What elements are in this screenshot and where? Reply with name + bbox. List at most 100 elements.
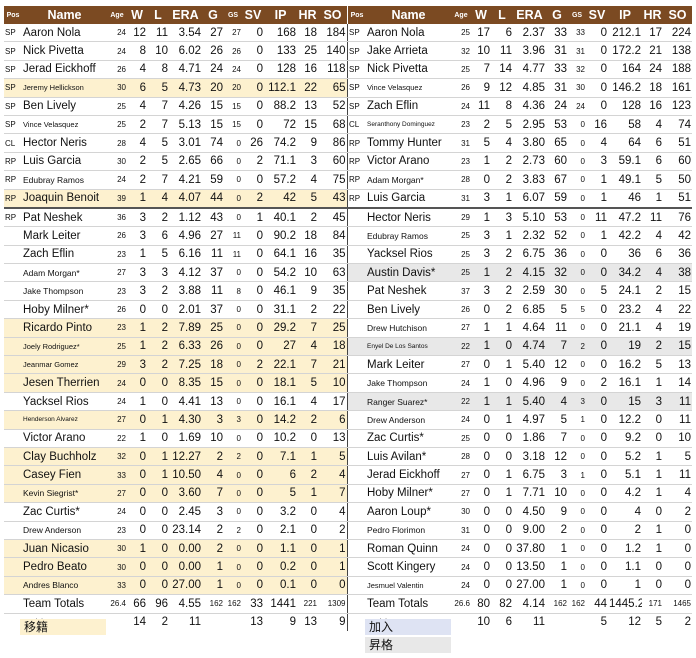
cell-era: 4.96 [169,226,202,246]
cell-hr: 1 [297,484,318,504]
cell-ip: 42 [264,189,297,209]
cell-hr: 0 [297,576,318,596]
cell-so: 45 [318,206,348,228]
cell-ip: 64.1 [264,245,297,265]
cell-l: 2 [491,245,513,265]
right-pitching-table: Pos Name Age W L ERA G GS SV IP HR SO SP Aaron Nola 2… [348,6,692,631]
cell-so: 1 [318,557,348,577]
player-name: Pedro Florimon [366,521,451,540]
cell-hr: 24 [642,60,663,80]
cell-sv: 0 [586,557,608,577]
player-name: Andres Blanco [22,576,107,596]
cell-era: 3.96 [513,41,546,61]
cell-gs: 0 [568,281,586,301]
cell-age: 30 [107,557,127,577]
cell-so: 76 [663,206,692,228]
cell-sv: 0 [586,245,608,265]
cell-age: 33 [107,465,127,485]
cell-hr: 5 [642,170,663,190]
cell-sv: 0 [586,337,608,357]
player-name: Drew Anderson [366,410,451,430]
cell-hr: 16 [642,97,663,116]
cell-ip: 27 [264,337,297,357]
cell-ip: 15 [608,392,642,412]
cell-w: 11 [471,97,491,116]
cell-era: 4.71 [169,60,202,80]
cell-g: 43 [202,206,224,228]
cell-age: 27 [107,410,127,430]
player-name: Aaron Nola [22,24,107,43]
column-header: ERA [169,6,202,24]
table-row: Luis Avilan* 28 0 0 3.18 12 0 0 5.2 1 5 [348,447,692,467]
cell-age: 24 [451,373,471,393]
cell-age: 24 [107,24,127,43]
cell-hr: 1 [642,373,663,393]
totals-label: Team Totals [366,594,451,614]
cell-ip: 46 [608,189,642,209]
column-header: SV [242,6,264,24]
cell-era: 6.33 [169,337,202,357]
table-row: Ricardo Pinto 23 1 2 7.89 25 0 0 29.2 7 25 [4,318,348,338]
cell-so: 4 [318,502,348,522]
cell-pos [4,576,22,596]
cell-era: 13.50 [513,557,546,577]
cell-g: 20 [202,78,224,98]
cell-l: 8 [491,97,513,116]
player-name: Jeanmar Gomez [22,355,107,375]
cell-gs: 0 [568,189,586,209]
cell-so: 161 [663,78,692,98]
table-row: Andres Blanco 33 0 0 27.00 1 0 0 0.1 0 0 [4,576,348,596]
player-name: Zac Curtis* [366,429,451,448]
player-name: Hector Neris [22,133,107,153]
cell-g: 37 [202,263,224,283]
cell-g: 15 [202,97,224,116]
cell-so: 14 [663,373,692,393]
cell-l: 0 [491,521,513,540]
column-header: G [202,6,224,24]
table-row: Scott Kingery 24 0 0 13.50 1 0 0 1.1 0 0 [348,557,692,577]
cell-ip: 12.2 [608,410,642,430]
player-name: Hoby Milner* [22,300,107,320]
cell-gs: 33 [568,24,586,43]
cell-era: 5.13 [169,115,202,135]
cell-hr: 18 [297,24,318,43]
cell-era: 4.50 [513,502,546,522]
cell-so: 123 [663,97,692,116]
cell-sv: 0 [242,539,264,559]
cell-age: 31 [451,133,471,153]
cell-pos [4,539,22,559]
cell-w: 0 [127,576,147,596]
cell-age: 26 [107,60,127,80]
cell-sv: 1 [242,206,264,228]
cell-pos [4,318,22,338]
table-row: Victor Arano 22 1 0 1.69 10 0 0 10.2 0 13 [4,429,348,448]
cell-so: 0 [663,576,692,596]
cell-l: 0 [491,447,513,467]
cell-pos: RP [348,170,366,190]
cell-age: 28 [451,170,471,190]
cell-l: 5 [147,245,169,265]
cell-age: 32 [107,447,127,467]
cell-era: 4.73 [169,78,202,98]
cell-hr: 22 [297,78,318,98]
table-row: Aaron Loup* 30 0 0 4.50 9 0 0 4 0 2 [348,502,692,522]
column-header: IP [608,6,642,24]
cell-gs: 0 [224,152,242,172]
cell-hr: 4 [642,318,663,338]
cell-gs: 2 [224,447,242,467]
cell-l: 2 [147,337,169,357]
cell-hr: 15 [297,115,318,135]
cell-sv: 0 [586,300,608,320]
cell-g: 65 [546,133,568,153]
cell-l: 7 [147,115,169,135]
rank-so: 2 [684,616,691,629]
cell-sv: 0 [242,41,264,61]
cell-era: 7.89 [169,318,202,338]
cell-ip: 10.2 [264,429,297,448]
cell-sv: 0 [586,576,608,596]
cell-hr: 6 [642,152,663,172]
cell-age: 24 [451,97,471,116]
cell-gs: 0 [568,263,586,283]
cell-w: 3 [127,355,147,375]
